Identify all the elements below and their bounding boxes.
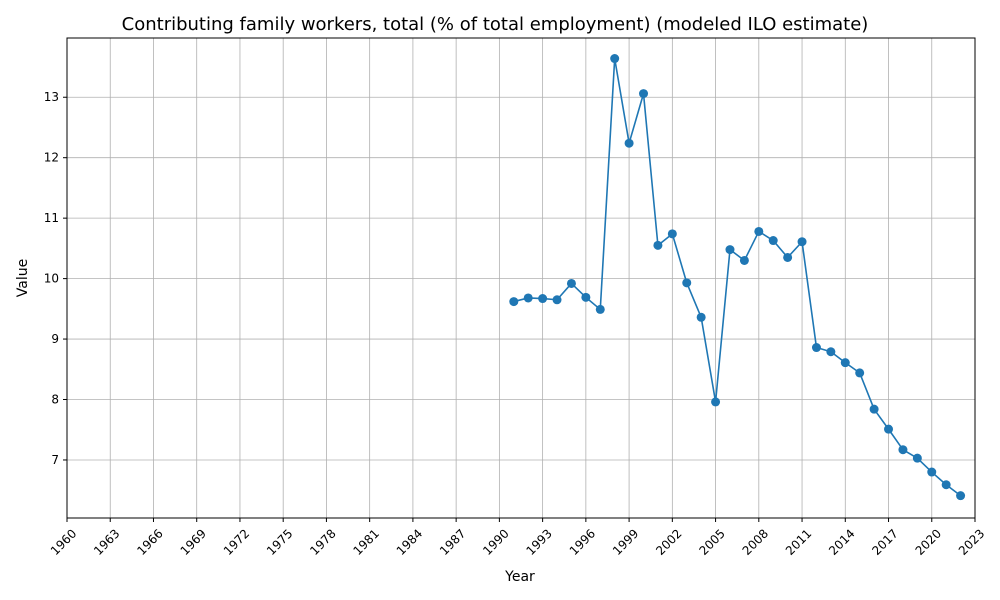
data-point: [624, 138, 634, 148]
data-point: [869, 404, 879, 414]
y-tick-label: 12: [44, 151, 59, 165]
data-point: [682, 278, 692, 288]
x-tick-label: 1975: [264, 526, 295, 557]
x-tick-label: 2005: [696, 526, 727, 557]
data-point: [581, 292, 591, 302]
plot-frame: [66, 37, 976, 519]
data-point: [739, 255, 749, 265]
axes: [63, 37, 976, 522]
x-tick-label: 1990: [480, 526, 511, 557]
data-point: [639, 89, 649, 99]
data-point: [840, 358, 850, 368]
data-point: [912, 453, 922, 463]
tick-labels: 1960 1963 1966 1969 1972 1975 1978 1981 1984 1987…: [44, 90, 988, 558]
data-point: [783, 252, 793, 262]
x-tick-label: 1969: [178, 526, 209, 557]
data-point: [711, 397, 721, 407]
y-tick-label: 7: [51, 453, 59, 467]
data-point: [653, 240, 663, 250]
data-point: [884, 424, 894, 434]
x-tick-label: 1963: [91, 526, 122, 557]
y-tick-label: 10: [44, 272, 59, 286]
x-tick-label: 1993: [523, 526, 554, 557]
x-tick-label: 1978: [307, 526, 338, 557]
x-tick-label: 1999: [610, 526, 641, 557]
x-tick-label: 1966: [134, 526, 165, 557]
y-tick-label: 9: [51, 332, 59, 346]
x-tick-label: 2014: [826, 526, 857, 557]
y-axis-title: Value: [15, 259, 31, 297]
chart-title: Contributing family workers, total (% of…: [122, 14, 869, 35]
x-tick-label: 1984: [394, 526, 425, 557]
data-point: [667, 229, 677, 239]
data-point: [826, 347, 836, 357]
series-line: [513, 57, 962, 497]
data-point: [523, 293, 533, 303]
data-point: [811, 343, 821, 353]
data-point: [797, 237, 807, 247]
data-point: [768, 236, 778, 246]
y-tick-label: 8: [51, 393, 59, 407]
data-point: [898, 445, 908, 455]
x-tick-label: 1981: [351, 526, 382, 557]
data-point: [610, 54, 620, 64]
data-point: [696, 312, 706, 322]
data-point: [754, 226, 764, 236]
data-point: [595, 304, 605, 314]
x-tick-label: 1987: [437, 526, 468, 557]
x-tick-label: 2008: [740, 526, 771, 557]
x-tick-label: 2023: [956, 526, 987, 557]
data-point: [566, 278, 576, 288]
x-tick-label: 2002: [653, 526, 684, 557]
data-point: [538, 294, 548, 304]
x-tick-label: 2011: [783, 526, 814, 557]
x-tick-label: 2017: [869, 526, 900, 557]
data-point: [956, 491, 966, 501]
x-axis-title: Year: [504, 569, 535, 585]
x-tick-label: 1960: [48, 526, 79, 557]
x-tick-label: 1972: [221, 526, 252, 557]
grid-lines: [66, 38, 976, 518]
y-tick-label: 13: [44, 90, 59, 104]
data-point: [941, 480, 951, 490]
data-point: [552, 295, 562, 305]
data-point: [725, 245, 735, 255]
data-point: [855, 368, 865, 378]
data-point: [509, 297, 519, 307]
x-tick-label: 2020: [913, 526, 944, 557]
data-series: [509, 54, 966, 501]
y-tick-label: 11: [44, 211, 59, 225]
x-tick-label: 1996: [567, 526, 598, 557]
data-point: [927, 467, 937, 477]
